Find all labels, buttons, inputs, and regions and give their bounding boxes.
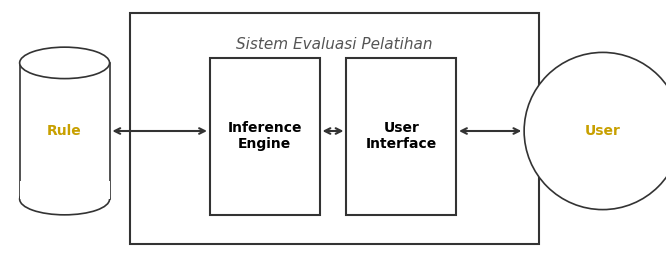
Bar	[20, 63, 110, 199]
Bar	[346, 58, 456, 215]
Ellipse shape	[20, 47, 110, 79]
Text: Inference
Engine: Inference Engine	[228, 121, 302, 151]
Text: User
Interface: User Interface	[366, 121, 437, 151]
Ellipse shape	[524, 52, 666, 210]
Bar	[20, 181, 110, 199]
Bar	[210, 58, 320, 215]
Bar	[130, 13, 539, 244]
Ellipse shape	[20, 183, 110, 215]
Text: Rule: Rule	[47, 124, 82, 138]
Text: Sistem Evaluasi Pelatihan: Sistem Evaluasi Pelatihan	[236, 37, 433, 52]
Text: User: User	[585, 124, 621, 138]
